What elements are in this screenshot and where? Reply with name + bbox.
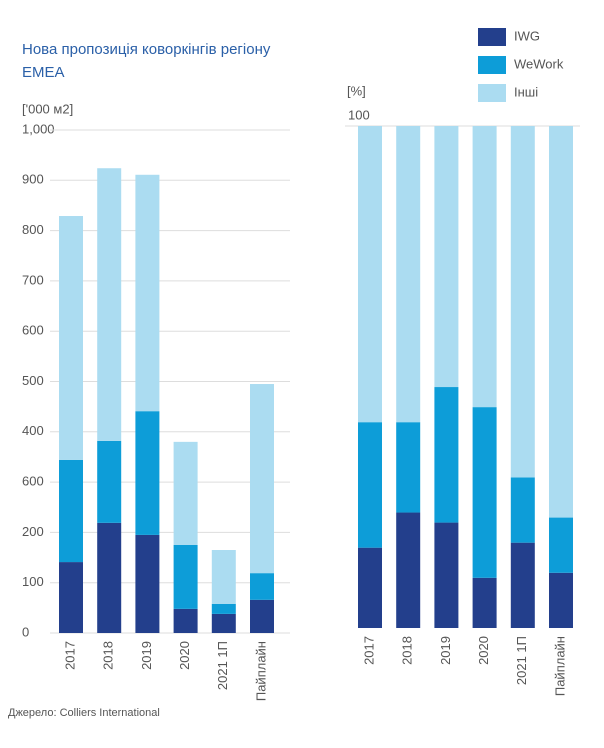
y-tick-label: 700 xyxy=(22,272,44,287)
legend-swatch xyxy=(478,28,506,46)
y-tick-label: 900 xyxy=(22,172,44,187)
bar-segment xyxy=(358,126,382,423)
y-tick-label: 100 xyxy=(348,107,370,122)
legend-label: Інші xyxy=(514,84,538,99)
bar-segment xyxy=(396,126,421,423)
bar-segment xyxy=(135,174,160,412)
y-tick-label: 800 xyxy=(22,222,44,237)
x-tick-label: 2020 xyxy=(177,641,192,670)
bar-segment xyxy=(510,477,535,543)
bar-segment xyxy=(173,544,198,609)
bar-segment xyxy=(250,599,274,633)
bar-segment xyxy=(434,387,459,523)
y-tick-label: 400 xyxy=(22,423,44,438)
x-tick-label: 2021 1П xyxy=(514,636,529,685)
y-tick-label: 200 xyxy=(22,524,44,539)
legend-label: WeWork xyxy=(514,56,564,71)
legend-label: IWG xyxy=(514,28,540,43)
y-tick-label: 500 xyxy=(22,373,44,388)
bar-segment xyxy=(472,126,497,408)
bar-segment xyxy=(211,613,236,633)
chart-title: Нова пропозиція коворкінгів регіону EMEA xyxy=(22,41,271,81)
x-tick-label: 2019 xyxy=(438,636,453,665)
bar-segment xyxy=(549,572,573,628)
bar-segment xyxy=(358,547,382,628)
bar-segment xyxy=(510,126,535,478)
x-tick-label: 2018 xyxy=(101,641,116,670)
x-tick-label: 2020 xyxy=(476,636,491,665)
bar-segment xyxy=(173,608,198,633)
x-tick-label: 2017 xyxy=(361,636,376,665)
bar-segment xyxy=(97,440,122,523)
bar-segment xyxy=(97,168,122,441)
bar-segment xyxy=(434,522,459,628)
x-tick-label: 2018 xyxy=(400,636,415,665)
bar-segment xyxy=(358,422,382,548)
x-tick-label: 2021 1П xyxy=(215,641,230,690)
legend-swatch xyxy=(478,84,506,102)
bar-segment xyxy=(549,126,573,518)
bar-segment xyxy=(59,459,83,563)
bar-segment xyxy=(97,522,122,633)
bar-segment xyxy=(250,573,274,600)
x-tick-label: Пайплайн xyxy=(552,636,567,696)
bar-segment xyxy=(250,384,274,574)
bar-segment xyxy=(396,512,421,628)
bar-segment xyxy=(211,550,236,604)
bar-segment xyxy=(59,562,83,633)
bar-segment xyxy=(396,422,421,513)
bar-segment xyxy=(434,126,459,388)
bar-segment xyxy=(173,441,198,545)
x-tick-label: 2017 xyxy=(62,641,77,670)
bar-segment xyxy=(135,534,160,633)
bar-segment xyxy=(59,216,83,460)
y-tick-label: 600 xyxy=(22,323,44,338)
y-tick-label: 600 xyxy=(22,474,44,489)
source: Джерело: Colliers International xyxy=(8,707,160,719)
bar-segment xyxy=(135,411,160,535)
bar-segment xyxy=(549,517,573,573)
bar-segment xyxy=(472,577,497,628)
bar-segment xyxy=(510,542,535,628)
y-tick-label: 1,000 xyxy=(22,121,55,136)
x-tick-label: Пайплайн xyxy=(253,641,268,701)
bar-segment xyxy=(472,407,497,578)
legend-swatch xyxy=(478,56,506,74)
y-tick-label: 0 xyxy=(22,624,29,639)
bar-segment xyxy=(211,603,236,614)
y-tick-label: 100 xyxy=(22,574,44,589)
x-tick-label: 2019 xyxy=(139,641,154,670)
y-axis-label: [%] xyxy=(347,83,366,98)
y-axis-label: ['000 м2] xyxy=(22,101,73,116)
